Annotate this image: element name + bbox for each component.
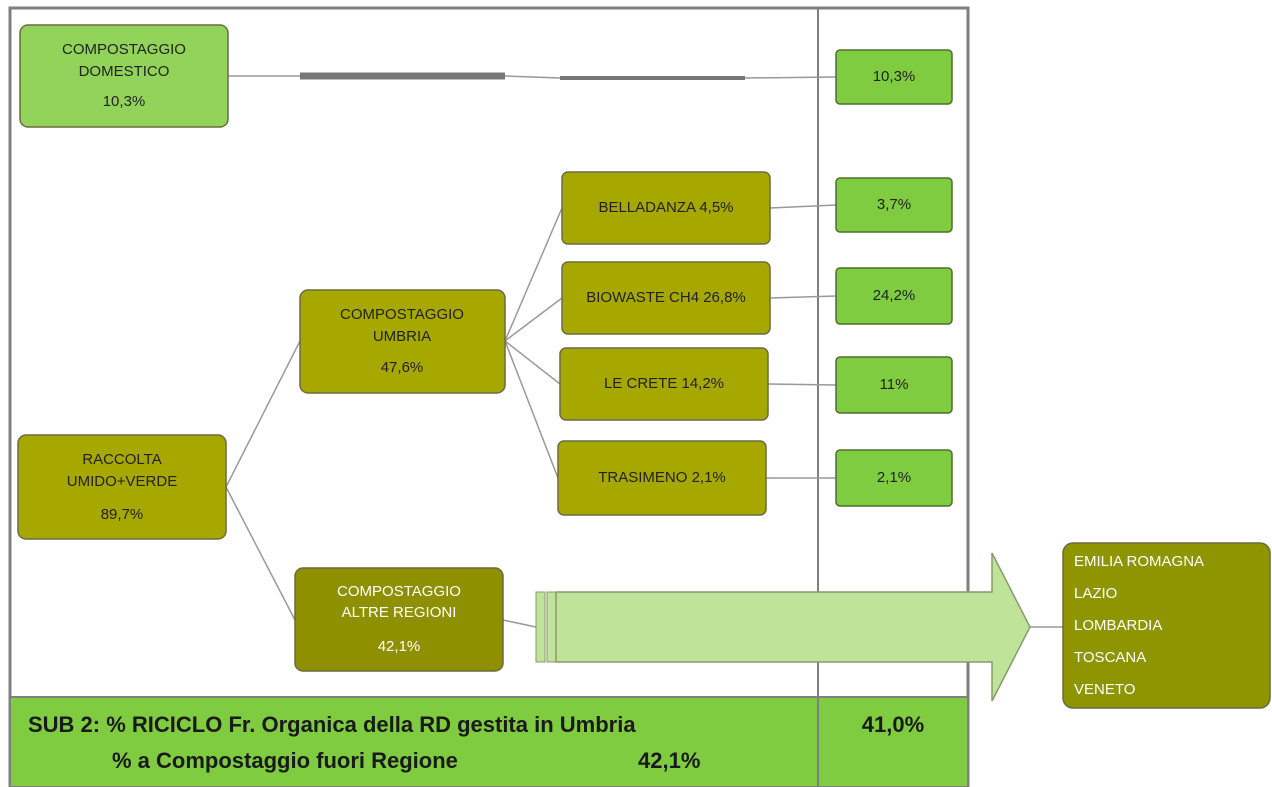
shape (504, 207, 563, 342)
node-box (299, 289, 506, 394)
footer-line: SUB 2: % RICICLO Fr. Organica della RD g… (28, 712, 636, 737)
shape (504, 75, 561, 79)
node-label: ALTRE REGIONI (342, 604, 457, 621)
shape (555, 552, 1031, 702)
shape (767, 383, 837, 386)
shape (769, 295, 837, 299)
node-label: RACCOLTA (82, 451, 161, 468)
footer-value: 42,1% (638, 748, 700, 773)
plant-box (561, 261, 771, 335)
node-value: 42,1% (378, 638, 421, 655)
region: LOMBARDIA (1074, 617, 1162, 634)
result-value: 3,7% (877, 196, 911, 213)
plant-label: TRASIMENO 2,1% (598, 469, 726, 486)
links (225, 72, 1063, 628)
arrow (535, 552, 1031, 702)
node-box (19, 24, 229, 128)
result-value: 10,3% (873, 68, 916, 85)
plant-label: LE CRETE 14,2% (604, 375, 724, 392)
node-label: UMBRIA (373, 328, 431, 345)
node-label: COMPOSTAGGIO (340, 306, 464, 323)
result-box (835, 177, 953, 233)
shape (535, 591, 546, 663)
node-box (294, 567, 504, 672)
node-box (17, 434, 227, 540)
node-value: 89,7% (101, 506, 144, 523)
result-box (835, 49, 953, 105)
shape (504, 340, 559, 479)
footer-band (9, 696, 969, 787)
shape (744, 76, 837, 79)
plant-label: BELLADANZA 4,5% (598, 199, 733, 216)
shape (504, 340, 561, 385)
shape (225, 486, 296, 621)
shape (546, 591, 557, 663)
footer-total: 41,0% (862, 712, 924, 737)
region: LAZIO (1074, 585, 1117, 602)
result-value: 2,1% (877, 469, 911, 486)
plant-label: BIOWASTE CH4 26,8% (586, 289, 746, 306)
result-box (835, 267, 953, 325)
node-label: DOMESTICO (79, 63, 170, 80)
shape (504, 297, 563, 342)
region: VENETO (1074, 681, 1135, 698)
plant-box (559, 347, 769, 421)
region: EMILIA ROMAGNA (1074, 553, 1204, 570)
shape (225, 340, 301, 488)
plant-box (557, 440, 767, 516)
node-label: COMPOSTAGGIO (337, 583, 461, 600)
result-box (835, 356, 953, 414)
node-label: COMPOSTAGGIO (62, 41, 186, 58)
node-value: 47,6% (381, 359, 424, 376)
regions-box (1062, 542, 1271, 709)
result-box (835, 449, 953, 507)
result-value: 11% (880, 376, 909, 393)
node-value: 10,3% (103, 93, 146, 110)
shape (502, 619, 537, 628)
region: TOSCANA (1074, 649, 1146, 666)
plant-box (561, 171, 771, 245)
footer-line: % a Compostaggio fuori Regione (112, 748, 458, 773)
shape (769, 204, 837, 209)
node-label: UMIDO+VERDE (67, 473, 177, 490)
result-value: 24,2% (873, 287, 916, 304)
